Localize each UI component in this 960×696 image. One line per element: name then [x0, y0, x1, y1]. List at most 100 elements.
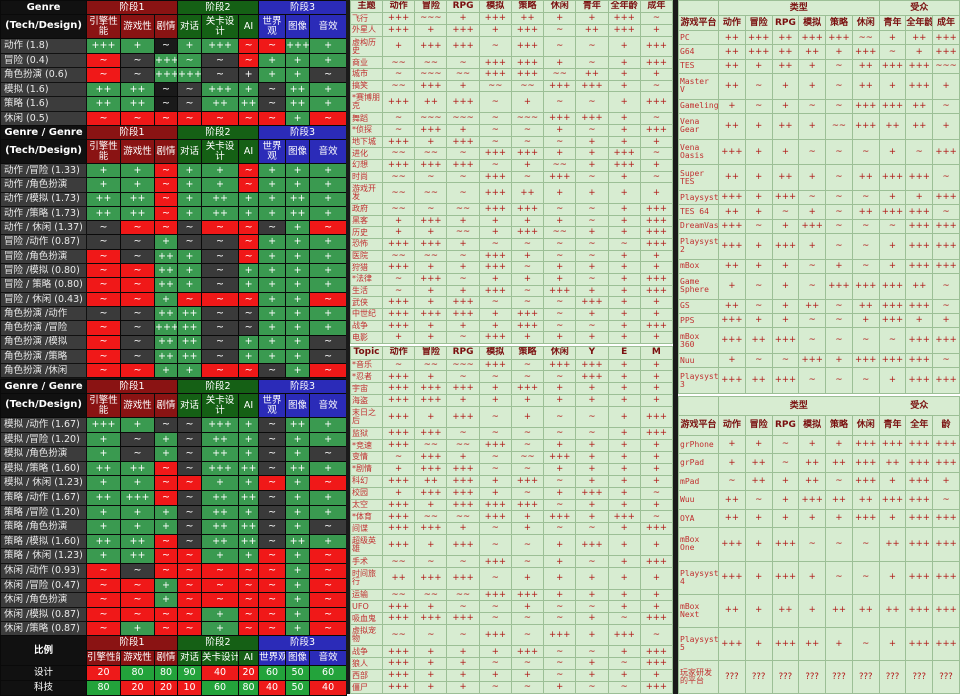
- rating-cell: ~: [851, 138, 880, 166]
- rating-cell: ~: [446, 624, 480, 647]
- row-label: 西部: [350, 669, 383, 682]
- rating-cell: ~: [478, 112, 512, 125]
- column-header: 冒险: [414, 346, 448, 360]
- rating-cell: ~: [639, 170, 674, 184]
- rating-cell: +++: [825, 272, 853, 300]
- row-label: 进化: [350, 147, 383, 160]
- row-label: 地下城: [350, 135, 383, 149]
- rating-cell: ++: [905, 98, 934, 115]
- rating-cell: +: [878, 367, 907, 394]
- rating-cell: ++: [851, 58, 880, 75]
- rating-cell: +++: [381, 261, 416, 274]
- row-label: 动作 (1.8): [0, 38, 87, 54]
- table-row: Playsystem 3++++++++~~~+++++++: [678, 367, 960, 394]
- rating-cell: +++: [851, 352, 880, 369]
- rating-cell: ++: [201, 191, 240, 207]
- rating-cell: ~: [86, 562, 121, 579]
- column-header: 音效: [309, 14, 348, 39]
- rating-cell: ++: [575, 68, 609, 81]
- row-label: 恐怖: [350, 238, 383, 251]
- rating-cell: ???: [744, 659, 773, 695]
- rating-cell: +++: [478, 331, 512, 344]
- table-row: 冒险 /模拟 (0.80) ~ ~ ++ + ~ + + + +: [0, 263, 348, 279]
- rating-cell: +: [607, 451, 641, 464]
- row-label: mPad: [678, 471, 719, 492]
- rating-cell: +: [607, 522, 641, 536]
- rating-cell: +: [798, 434, 827, 455]
- rating-cell: +++: [446, 382, 480, 396]
- row-label: Playsystem 5: [678, 626, 719, 661]
- rating-cell: +++: [851, 113, 880, 140]
- group-header: 受众: [878, 395, 960, 417]
- column-header: 图像: [285, 14, 311, 39]
- rating-cell: +++: [381, 135, 416, 149]
- table-row: 政府 ~~ ~ ~~ +++ +++ ~ ~ + +++: [350, 203, 674, 216]
- column-header: 游戏性: [120, 139, 155, 164]
- rating-cell: +: [825, 44, 853, 60]
- rating-cell: +++: [285, 38, 311, 54]
- rating-cell: ~~~: [932, 58, 960, 75]
- rating-cell: ++: [201, 446, 240, 462]
- rating-cell: +: [543, 588, 577, 602]
- rating-cell: ++: [771, 164, 800, 192]
- rating-cell: +: [744, 593, 773, 628]
- rating-cell: +++: [905, 471, 934, 492]
- rating-cell: +: [798, 593, 827, 628]
- rating-cell: ~: [201, 363, 240, 379]
- rating-cell: ~: [543, 405, 577, 429]
- rating-cell: +++: [478, 510, 512, 524]
- rating-cell: ???: [771, 659, 800, 695]
- rating-cell: +: [177, 363, 203, 379]
- rating-cell: +: [575, 284, 609, 298]
- row-label: DreamVast: [678, 218, 719, 235]
- rating-cell: +: [86, 548, 121, 564]
- rating-cell: +++: [414, 486, 448, 500]
- rating-cell: ???: [905, 659, 934, 695]
- rating-cell: +: [177, 177, 203, 193]
- rating-cell: ~: [177, 110, 203, 126]
- rating-cell: +++: [86, 417, 121, 433]
- rating-cell: +: [258, 205, 287, 222]
- rating-cell: +: [381, 462, 416, 476]
- rating-cell: ++: [718, 58, 746, 75]
- rating-cell: ~: [238, 606, 260, 623]
- rating-cell: +: [878, 30, 907, 46]
- rating-cell: +: [414, 405, 448, 429]
- rating-cell: ++: [878, 113, 907, 140]
- rating-cell: ~: [932, 298, 960, 314]
- rating-cell: ~~: [851, 30, 880, 46]
- rating-cell: ++: [771, 58, 800, 75]
- stage-header: 阶段2: [177, 0, 260, 15]
- column-header: Y: [575, 346, 609, 360]
- row-label: 舞蹈: [350, 112, 383, 125]
- column-header: 剧情: [153, 650, 179, 666]
- rating-cell: ~: [258, 363, 287, 379]
- column-header: 模拟: [798, 415, 827, 436]
- column-header: 音效: [309, 393, 348, 418]
- table-row: OYA ++ + + + + +++ + +++ +++: [678, 508, 960, 529]
- rating-cell: ~: [510, 427, 545, 441]
- rating-cell: ~: [825, 471, 853, 492]
- rating-cell: +: [201, 162, 240, 179]
- rating-cell: +: [414, 534, 448, 557]
- rating-cell: ++: [798, 298, 827, 314]
- rating-cell: +: [639, 394, 674, 407]
- rating-cell: ++: [718, 44, 746, 60]
- rating-cell: +++: [639, 612, 674, 626]
- row-label: 超级英雄: [350, 534, 383, 557]
- rating-cell: ~: [478, 135, 512, 149]
- rating-cell: +++: [932, 593, 960, 628]
- row-label: 虚拟宠物: [350, 624, 383, 647]
- rating-cell: ++: [798, 44, 827, 60]
- rating-cell: +++: [798, 490, 827, 510]
- rating-cell: +++: [381, 394, 416, 407]
- row-label: *剧情: [350, 462, 383, 476]
- rating-cell: ++: [153, 305, 179, 322]
- group-header: [678, 395, 719, 417]
- rating-cell: +: [120, 504, 155, 521]
- column-header: 引擎性能: [86, 14, 121, 39]
- rating-cell: +++: [86, 38, 121, 54]
- rating-cell: ++: [851, 164, 880, 192]
- rating-cell: ~: [575, 681, 609, 694]
- rating-cell: ~: [86, 291, 121, 307]
